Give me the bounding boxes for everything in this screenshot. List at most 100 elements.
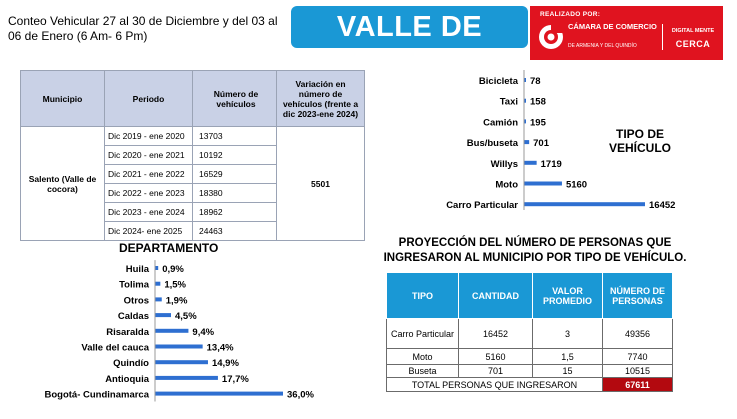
bar: [524, 202, 645, 207]
period-municipio-cell: Salento (Valle de cocora): [20, 126, 105, 241]
category-label: Otros: [124, 295, 149, 306]
category-label: Willys: [491, 159, 518, 170]
chamber-logo-icon: [539, 24, 564, 49]
period-cell-numero: 10192: [192, 145, 277, 165]
projection-table: TIPO CANTIDAD VALOR PROMEDIO NÚMERO DE P…: [386, 272, 673, 392]
sponsor-divider: [662, 24, 663, 50]
category-label: Huila: [126, 264, 150, 275]
proj-total-label: TOTAL PERSONAS QUE INGRESARON: [386, 377, 603, 392]
proj-cell-tipo: Buseta: [386, 364, 459, 378]
period-cell-periodo: Dic 2020 - ene 2021: [104, 145, 193, 165]
bar: [524, 78, 526, 82]
period-cell-numero: 16529: [192, 164, 277, 184]
bar: [155, 328, 189, 333]
data-label: 5160: [566, 180, 587, 191]
proj-cell-promedio: 3: [532, 318, 603, 349]
vehicle-type-chart: Bicicleta 78 Taxi 158 Camión 195 Bus/buseta 701…: [446, 70, 675, 210]
projection-title-text: PROYECCIÓN DEL NÚMERO DE PERSONAS QUE IN…: [383, 237, 687, 264]
data-label: 701: [533, 138, 550, 149]
bar: [524, 119, 526, 124]
category-label: Risaralda: [106, 327, 149, 338]
department-chart: Huila 0,9% Tolima 1,5% Otros 1,9% Caldas 4,5% Ri…: [44, 260, 314, 402]
data-label: 0,9%: [162, 264, 184, 275]
proj-total-value: 67611: [602, 377, 673, 392]
data-label: 16452: [649, 200, 675, 210]
proj-cell-personas: 7740: [602, 348, 673, 365]
period-cell-periodo: Dic 2022 - ene 2023: [104, 183, 193, 203]
category-label: Bicicleta: [479, 76, 519, 87]
period-cell-numero: 24463: [192, 221, 277, 241]
period-cell-periodo: Dic 2021 - ene 2022: [104, 164, 193, 184]
period-header-variacion: Variación en número de vehículos (frente…: [276, 70, 365, 127]
data-label: 158: [530, 97, 546, 108]
proj-cell-cantidad: 5160: [458, 348, 533, 365]
period-header-numero: Número de vehículos: [192, 70, 277, 127]
data-label: 9,4%: [192, 327, 214, 338]
data-label: 13,4%: [207, 343, 234, 354]
category-label: Taxi: [500, 97, 518, 108]
data-label: 4,5%: [175, 311, 197, 322]
proj-cell-promedio: 15: [532, 364, 603, 378]
data-label: 14,9%: [212, 358, 239, 369]
period-cell-numero: 13703: [192, 126, 277, 146]
bar: [155, 344, 203, 349]
bar: [155, 391, 283, 396]
bar: [155, 313, 171, 318]
proj-header-cantidad: CANTIDAD: [458, 272, 533, 319]
category-label: Caldas: [118, 311, 149, 322]
period-cell-periodo: Dic 2024- ene 2025: [104, 221, 193, 241]
bar: [524, 181, 562, 186]
proj-header-tipo: TIPO: [386, 272, 459, 319]
sponsor-camara-label: CÁMARA DE COMERCIO: [568, 22, 657, 31]
proj-header-personas: NÚMERO DE PERSONAS: [602, 272, 673, 319]
proj-cell-tipo: Carro Particular: [386, 318, 459, 349]
category-label: Quindío: [113, 358, 149, 369]
department-chart-title: DEPARTAMENTO: [119, 241, 219, 255]
bar: [155, 297, 162, 302]
period-header-periodo: Periodo: [104, 70, 193, 127]
category-label: Valle del cauca: [81, 343, 149, 354]
category-label: Bogotá- Cundinamarca: [44, 390, 149, 401]
data-label: 1719: [541, 159, 562, 170]
vehicle-chart-title: TIPO DE VEHÍCULO: [608, 127, 671, 155]
sponsor-camara-sub: DE ARMENIA Y DEL QUINDÍO: [568, 43, 637, 49]
proj-cell-personas: 49356: [602, 318, 673, 349]
period-cell-numero: 18962: [192, 202, 277, 222]
proj-cell-cantidad: 701: [458, 364, 533, 378]
data-label: 36,0%: [287, 390, 314, 401]
proj-header-promedio: VALOR PROMEDIO: [532, 272, 603, 319]
bar: [524, 160, 537, 165]
proj-cell-promedio: 1,5: [532, 348, 603, 365]
projection-title: PROYECCIÓN DEL NÚMERO DE PERSONAS QUE IN…: [378, 236, 692, 266]
period-cell-periodo: Dic 2023 - ene 2024: [104, 202, 193, 222]
category-label: Moto: [495, 180, 518, 191]
proj-cell-personas: 10515: [602, 364, 673, 378]
data-label: 195: [530, 117, 547, 128]
period-header-municipio: Municipio: [20, 70, 105, 127]
category-label: Camión: [483, 117, 518, 128]
sponsor-realizado-label: REALIZADO POR:: [540, 11, 601, 18]
category-label: Antioquia: [105, 374, 150, 385]
page-title: VALLE DE COCORA: [291, 6, 528, 85]
category-label: Bus/buseta: [467, 138, 519, 149]
bar: [155, 281, 161, 286]
data-label: 78: [530, 76, 541, 87]
bar: [155, 375, 218, 380]
sponsor-cerca-label: CERCA: [675, 39, 711, 49]
period-table: Municipio Periodo Número de vehículos Va…: [20, 70, 365, 241]
bar: [524, 140, 530, 145]
header-description: Conteo Vehicular 27 al 30 de Diciembre y…: [8, 14, 278, 43]
sponsor-digital-label: DIGITAL MENTE: [671, 28, 715, 34]
data-label: 1,5%: [164, 280, 186, 291]
category-label: Tolima: [119, 280, 150, 291]
period-cell-periodo: Dic 2019 - ene 2020: [104, 126, 193, 146]
bar: [155, 360, 208, 365]
sponsor-banner: REALIZADO POR: CÁMARA DE COMERCIO DE ARM…: [530, 6, 723, 60]
proj-cell-cantidad: 16452: [458, 318, 533, 349]
bar: [155, 266, 159, 270]
data-label: 17,7%: [222, 374, 249, 385]
period-variacion-cell: 5501: [276, 126, 365, 241]
bar: [524, 98, 526, 103]
category-label: Carro Particular: [446, 200, 518, 210]
period-cell-numero: 18380: [192, 183, 277, 203]
